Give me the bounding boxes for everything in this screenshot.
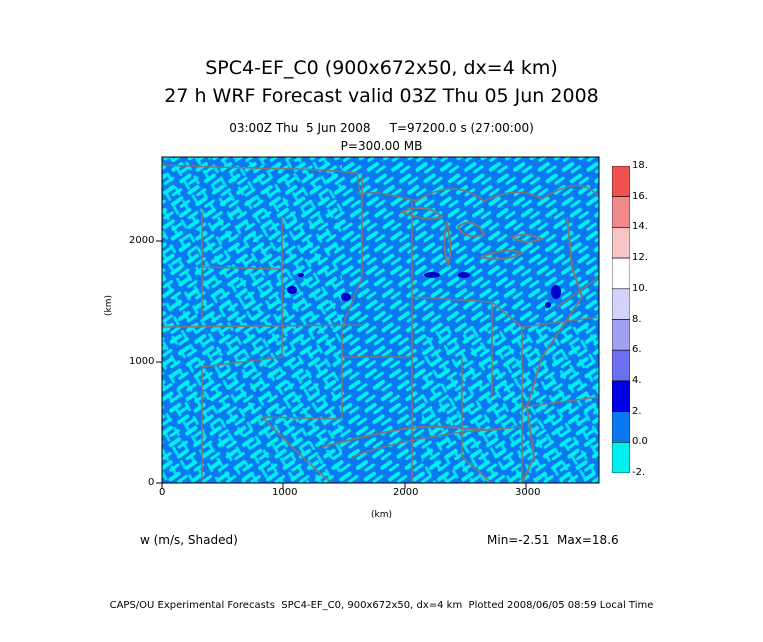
colorbar-swatch [612, 196, 630, 228]
colorbar-swatch [612, 288, 630, 320]
x-tick-2000: 2000 [393, 487, 419, 498]
colorbar-swatch [612, 441, 630, 473]
colorbar-label: 0.0 [632, 436, 648, 448]
y-tick-0: 0 [148, 477, 155, 488]
colorbar-swatch [612, 166, 630, 198]
x-axis-label: (km) [371, 510, 393, 520]
great-lakes [399, 206, 545, 269]
pressure-level: P=300.00 MB [340, 139, 423, 153]
vertical-velocity-map [162, 157, 599, 483]
colorbar-label: 6. [632, 344, 642, 356]
field-overlay-west [162, 157, 342, 483]
title-line-2: 27 h WRF Forecast valid 03Z Thu 05 Jun 2… [164, 85, 599, 107]
colorbar-label: 18. [632, 160, 648, 171]
time-line: 03:00Z Thu 5 Jun 2008 T=97200.0 s (27:00… [229, 121, 534, 135]
convective-cores [287, 272, 561, 308]
y-tick-1000: 1000 [129, 356, 155, 367]
y-axis-label: (km) [104, 294, 114, 316]
colorbar-swatch [612, 227, 630, 259]
colorbar-label: -2. [632, 467, 646, 478]
colorbar [612, 166, 630, 473]
colorbar-label: 16. [632, 190, 648, 202]
axis-frame [156, 156, 600, 489]
coastline [321, 216, 584, 483]
variable-label: w (m/s, Shaded) [140, 533, 238, 547]
colorbar-swatch [612, 319, 630, 351]
x-tick-1000: 1000 [272, 487, 298, 498]
colorbar-swatch [612, 411, 630, 443]
political-borders [162, 164, 599, 483]
colorbar-label: 12. [632, 252, 648, 264]
colorbar-label: 10. [632, 282, 648, 294]
colorbar-label: 2. [632, 405, 642, 417]
colorbar-label: 8. [632, 313, 642, 325]
colorbar-swatch [612, 349, 630, 382]
colorbar-label: 4. [632, 374, 642, 386]
colorbar-label: 14. [632, 221, 648, 233]
x-tick-3000: 3000 [515, 487, 541, 498]
colorbar-swatch [612, 257, 630, 290]
y-tick-2000: 2000 [129, 235, 155, 246]
title-line-1: SPC4-EF_C0 (900x672x50, dx=4 km) [205, 57, 558, 79]
field-overlay-southeast [422, 327, 599, 483]
x-tick-0: 0 [159, 487, 166, 498]
colorbar-swatch [612, 380, 630, 412]
footer-note: CAPS/OU Experimental Forecasts SPC4-EF_C… [109, 600, 654, 611]
min-max-label: Min=-2.51 Max=18.6 [487, 533, 619, 547]
